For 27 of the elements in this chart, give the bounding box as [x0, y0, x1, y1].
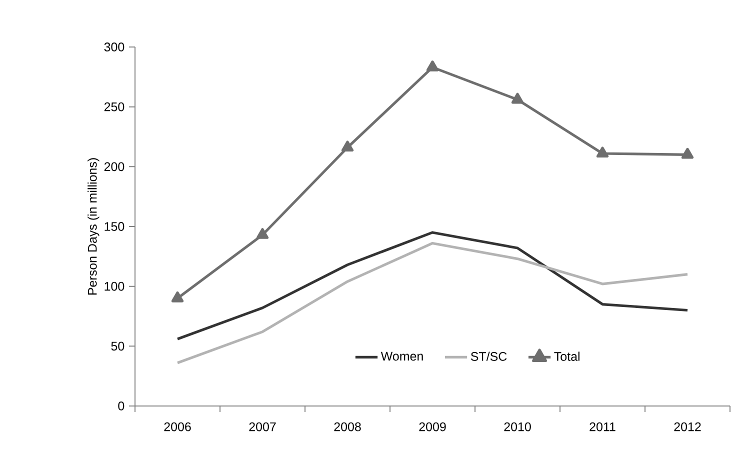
line-series	[176, 242, 689, 364]
x-tick-label: 2006	[164, 422, 191, 432]
legend-label: Women	[380, 352, 423, 361]
y-tick-label: 150	[104, 222, 124, 231]
point	[426, 60, 439, 72]
legend-label: Total	[554, 352, 580, 361]
x-tick-label: 2011	[590, 422, 616, 432]
point	[596, 146, 609, 158]
x-tick-label: 2009	[419, 422, 446, 432]
x-tick-label: 2012	[674, 422, 701, 432]
line-series	[176, 231, 689, 340]
x-tick-label: 2007	[249, 422, 276, 432]
y-axis-title: Person Days (in millions)	[88, 158, 100, 295]
y-tick-label: 100	[104, 282, 124, 291]
legend-label: ST/SC	[470, 352, 507, 361]
point	[511, 92, 524, 104]
y-tick-label: 0	[118, 402, 124, 410]
y-tick-label: 200	[104, 162, 124, 172]
y-tick-label: 50	[111, 342, 124, 351]
x-tick-label: 2010	[504, 422, 531, 432]
point	[256, 228, 269, 239]
y-tick-label: 300	[104, 42, 124, 52]
point	[171, 291, 184, 302]
point	[341, 140, 354, 152]
y-tick-label: 250	[104, 102, 124, 112]
x-tick-label: 2008	[334, 422, 361, 432]
point	[681, 148, 694, 159]
